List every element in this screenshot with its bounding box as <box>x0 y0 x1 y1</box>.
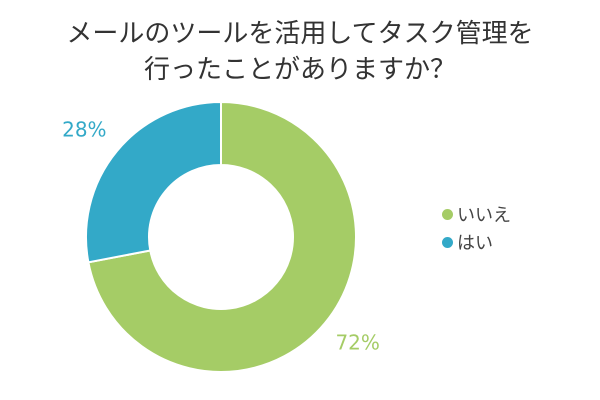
slice-value-label-0: 72% <box>335 330 379 354</box>
legend-label-iie: いいえ <box>457 205 511 226</box>
donut-slice-0 <box>87 100 357 373</box>
donut-slice-1 <box>85 100 222 264</box>
slice-value-label-1: 28% <box>62 118 106 142</box>
legend-swatch-iie <box>442 208 453 220</box>
legend-item-iie: いいえ <box>442 200 511 228</box>
legend-label-hai: はい <box>457 233 493 254</box>
chart-title-line-2: 行ったことがありますか？ <box>143 55 456 85</box>
legend-swatch-hai <box>442 236 453 248</box>
chart-legend: いいえ はい <box>442 200 511 256</box>
chart-title-line-1: メールのツールを活用してタスク管理を <box>66 19 534 49</box>
legend-item-hai: はい <box>442 228 511 256</box>
chart-title: メールのツールを活用してタスク管理を 行ったことがありますか？ <box>0 16 600 88</box>
